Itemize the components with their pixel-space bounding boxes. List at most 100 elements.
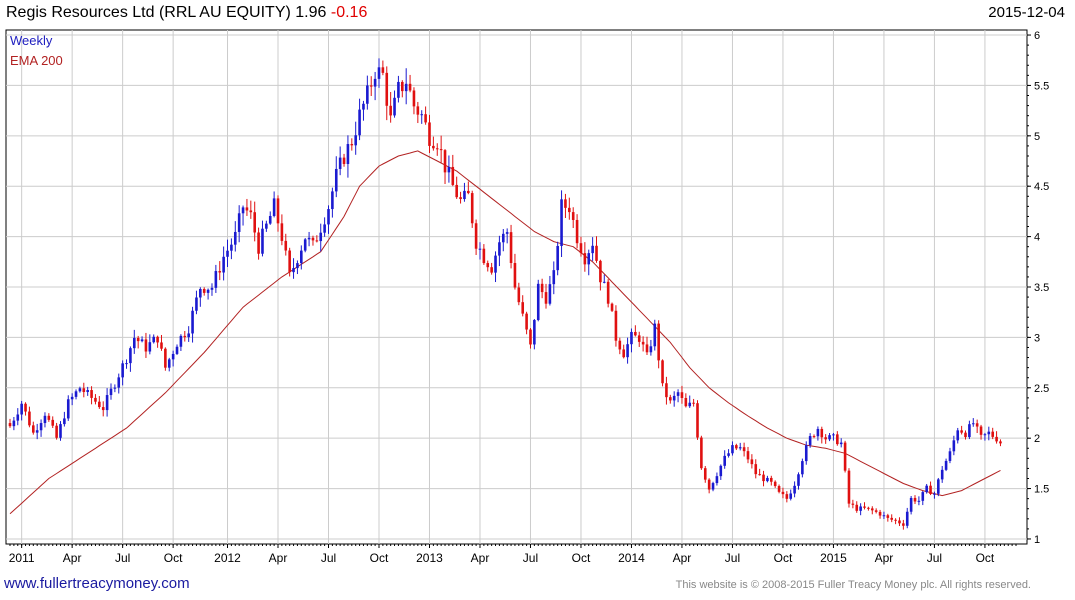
legend-weekly: Weekly (10, 33, 53, 48)
candle-body (540, 283, 544, 293)
candle-body (890, 517, 894, 520)
candles (8, 58, 1002, 530)
candle-body (257, 232, 260, 254)
candle-body (870, 508, 874, 511)
candle-body (921, 492, 925, 501)
candle-body (863, 506, 866, 508)
candle-body (296, 263, 299, 269)
candle-body (241, 207, 245, 214)
candle-body (727, 453, 730, 456)
x-tick-label: Jul (927, 551, 942, 565)
candle-body (680, 392, 684, 398)
candle-body (160, 342, 163, 349)
candle-body (470, 193, 474, 224)
candle-body (766, 477, 769, 482)
candle-body (404, 83, 408, 92)
candle-body (688, 402, 692, 407)
candle-body (878, 511, 882, 516)
candle-body (583, 253, 587, 265)
candle-body (12, 420, 16, 427)
x-tick-label: 2012 (214, 551, 241, 565)
candle-body (696, 403, 699, 438)
candle-body (389, 105, 392, 116)
candle-body (451, 166, 455, 185)
candle-body (552, 270, 556, 285)
x-tick-label: 2011 (9, 551, 35, 565)
candle-body (105, 395, 109, 411)
candle-body (684, 397, 688, 407)
candle-body (579, 243, 583, 254)
candle-body (78, 388, 82, 392)
y-tick-label: 5 (1034, 131, 1040, 143)
candle-body (874, 510, 878, 512)
candle-body (202, 288, 206, 293)
candle-body (443, 150, 447, 173)
candle-body (859, 506, 862, 511)
candle-body (933, 493, 936, 495)
x-tick-label: Apr (875, 551, 894, 565)
candle-body (222, 256, 225, 273)
x-tick-label: Oct (370, 551, 389, 565)
price-change: -0.16 (330, 4, 368, 21)
candle-body (253, 212, 257, 233)
candle-body (249, 210, 253, 213)
candle-body (964, 432, 967, 438)
candle-body (505, 232, 509, 234)
candle-body (226, 250, 229, 257)
candle-body (723, 455, 726, 466)
candle-body (412, 90, 416, 107)
candle-body (366, 85, 369, 104)
candle-body (474, 223, 478, 249)
candle-body (999, 441, 1002, 444)
candle-body (55, 425, 58, 438)
candle-body (738, 447, 742, 449)
candle-body (758, 474, 761, 476)
candle-body (824, 437, 827, 440)
candle-body (346, 144, 350, 164)
candle-body (902, 523, 905, 526)
y-tick-label: 3.5 (1034, 282, 1049, 294)
candle-body (913, 497, 917, 502)
candle-body (35, 430, 39, 433)
candle-body (490, 267, 493, 273)
candle-body (808, 436, 812, 446)
candle-body (39, 423, 43, 431)
candle-body (183, 335, 187, 338)
candle-body (482, 248, 486, 264)
candle-body (191, 310, 194, 334)
candle-body (917, 500, 921, 502)
candle-body (777, 486, 781, 492)
candle-body (905, 511, 909, 526)
candle-body (210, 287, 214, 290)
x-tick-label: Oct (164, 551, 183, 565)
candle-body (672, 395, 676, 401)
candle-body (529, 329, 532, 345)
candle-body (117, 377, 121, 388)
candle-body (82, 388, 86, 393)
candle-body (439, 149, 443, 151)
candle-body (51, 419, 55, 426)
candle-body (575, 219, 579, 244)
candle-body (175, 346, 179, 354)
candle-body (447, 166, 451, 173)
ema-line (9, 150, 1001, 515)
candle-body (855, 504, 859, 511)
candle-body (132, 337, 136, 349)
candle-body (882, 515, 886, 517)
candle-body (940, 469, 944, 480)
candle-body (381, 67, 385, 73)
candle-body (781, 491, 785, 495)
website-link[interactable]: www.fullertreacymoney.com (4, 575, 190, 592)
candle-body (284, 240, 288, 251)
candle-body (121, 363, 124, 378)
candle-body (602, 281, 606, 283)
candle-body (98, 401, 101, 408)
candle-body (288, 250, 291, 273)
candle-body (323, 224, 326, 233)
candle-body (952, 440, 956, 452)
candle-body (703, 468, 707, 480)
candle-body (498, 242, 501, 256)
candle-body (700, 437, 703, 469)
y-tick-label: 2.5 (1034, 383, 1049, 395)
candle-body (630, 331, 633, 345)
